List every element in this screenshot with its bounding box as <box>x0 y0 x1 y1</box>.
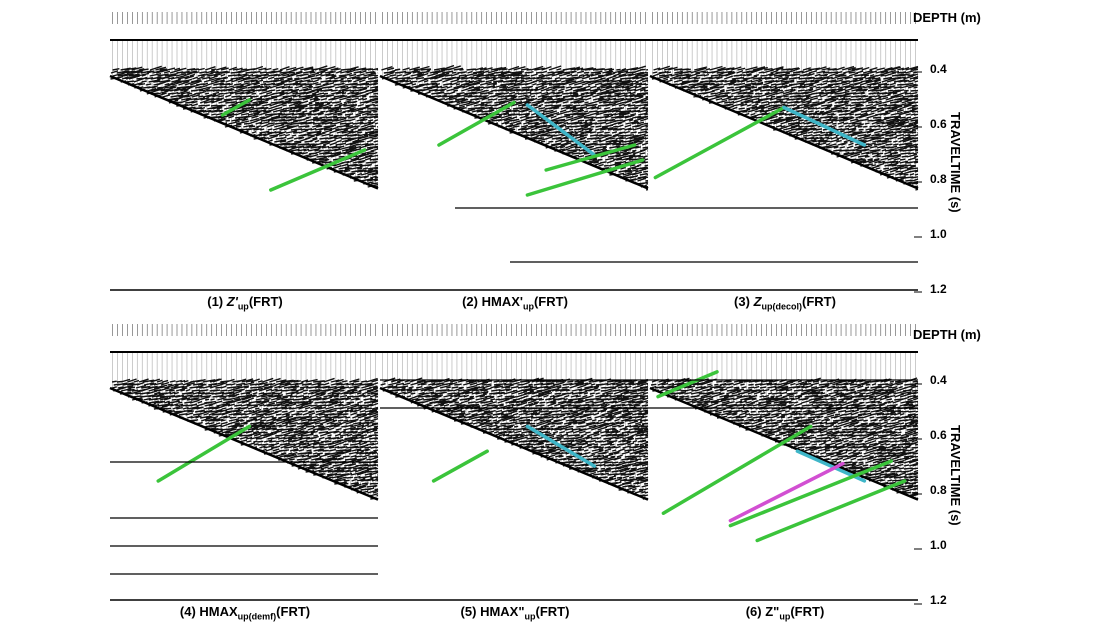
event-pick-green <box>269 148 367 192</box>
event-pick-green <box>755 479 907 543</box>
traveltime-axis-title-top: TRAVELTIME (s) <box>948 112 963 213</box>
event-pick-green <box>525 158 645 197</box>
event-pick-green <box>437 100 516 147</box>
event-pick-green <box>728 459 893 528</box>
traveltime-axis-title-bottom: TRAVELTIME (s) <box>948 425 963 526</box>
event-pick-cyan <box>782 105 867 147</box>
seismic-panel-4 <box>109 324 379 501</box>
seismic-wiggles <box>380 377 649 500</box>
seismic-panel-1 <box>109 12 379 192</box>
seismic-wiggles <box>650 377 919 500</box>
event-pick-cyan <box>525 424 597 468</box>
panel-caption-6: (6) Z"up(FRT) <box>745 604 825 622</box>
panel-caption-5: (5) HMAX"up(FRT) <box>460 604 570 622</box>
event-pick-green <box>544 143 637 172</box>
seismic-panel-6 <box>649 324 919 543</box>
tick-label-bottom-2: 0.8 <box>930 483 947 497</box>
seismic-panel-2 <box>379 12 649 197</box>
seismic-panel-3 <box>649 12 919 191</box>
tick-label-top-2: 0.8 <box>930 172 947 186</box>
event-pick-magenta <box>728 461 845 523</box>
depth-axis-title-bottom: DEPTH (m) <box>913 327 981 342</box>
depth-axis-title-top: DEPTH (m) <box>913 10 981 25</box>
panel-caption-3: (3) Zup(decol)(FRT) <box>734 294 836 312</box>
seismic-wiggles <box>111 377 379 500</box>
panel-caption-1: (1) Z'up(FRT) <box>207 294 283 312</box>
seismic-wiggles <box>381 64 649 191</box>
event-pick-green <box>661 424 813 515</box>
event-pick-cyan <box>525 103 597 157</box>
seismic-wiggles <box>651 65 919 191</box>
panel-caption-2: (2) HMAX'up(FRT) <box>462 294 568 312</box>
panels-layer <box>109 12 919 543</box>
first-break-line <box>109 74 379 190</box>
event-pick-green <box>156 424 252 483</box>
event-pick-green <box>656 370 719 399</box>
tick-label-bottom-3: 1.0 <box>930 538 947 552</box>
event-pick-green <box>653 105 786 180</box>
seismic-wiggles <box>110 65 379 188</box>
tick-label-bottom-0: 0.4 <box>930 373 947 387</box>
tick-label-top-1: 0.6 <box>930 117 947 131</box>
event-pick-green <box>431 449 489 483</box>
tick-label-top-3: 1.0 <box>930 227 947 241</box>
panel-caption-4: (4) HMAXup(demf)(FRT) <box>179 604 311 622</box>
first-break-line <box>649 74 919 190</box>
tick-label-bottom-1: 0.6 <box>930 428 947 442</box>
tick-label-top-4: 1.2 <box>930 282 947 296</box>
first-break-line <box>379 386 649 501</box>
seismic-panel-5 <box>379 324 649 501</box>
tick-label-top-0: 0.4 <box>930 62 947 76</box>
first-break-line <box>379 74 649 190</box>
overlay-layer <box>110 39 922 605</box>
event-pick-green <box>220 98 252 117</box>
tick-label-bottom-4: 1.2 <box>930 593 947 607</box>
first-break-line <box>109 386 379 501</box>
